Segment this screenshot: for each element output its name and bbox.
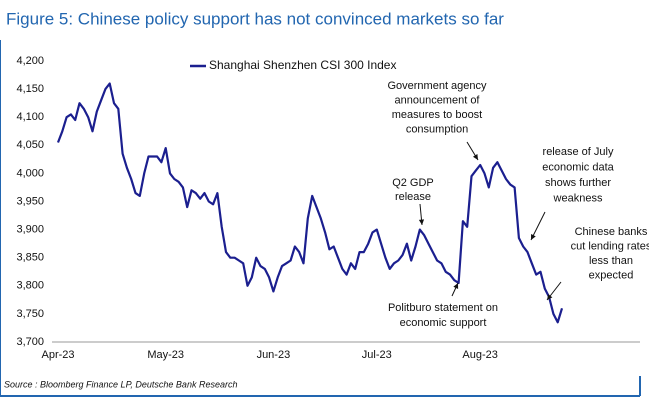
y-tick-label: 3,850 <box>16 252 44 264</box>
arrow-head <box>547 294 553 300</box>
x-tick-label: Aug-23 <box>462 349 497 361</box>
x-tick-label: May-23 <box>147 349 184 361</box>
y-tick-label: 4,200 <box>16 55 44 67</box>
x-tick-label: Jul-23 <box>362 349 392 361</box>
annotation-text: cut lending rates <box>571 240 649 252</box>
annotation-text: weakness <box>553 192 603 204</box>
series-line <box>56 82 564 324</box>
annotation-text: Q2 GDP <box>392 177 434 189</box>
source: Source : Bloomberg Finance LP, Deutsche … <box>4 379 237 389</box>
x-tick-label: Apr-23 <box>41 349 74 361</box>
y-tick-label: 3,900 <box>16 224 44 236</box>
annotation-text: Government agency <box>387 80 487 92</box>
arrow-head <box>453 283 459 289</box>
y-tick-label: 3,950 <box>16 195 44 207</box>
annotation-text: measures to boost <box>392 109 483 121</box>
annotation-text: Politburo statement on <box>388 302 498 314</box>
annotation-text: Chinese banks <box>575 226 648 238</box>
x-tick-label: Jun-23 <box>257 349 291 361</box>
y-tick-label: 4,150 <box>16 83 44 95</box>
y-tick-label: 3,800 <box>16 280 44 292</box>
annotation-text: consumption <box>406 123 468 135</box>
arrow-head <box>418 219 425 225</box>
y-tick-label: 4,050 <box>16 139 44 151</box>
y-tick-label: 4,000 <box>16 167 44 179</box>
chart-title: Figure 5: Chinese policy support has not… <box>6 9 504 28</box>
legend-label: Shanghai Shenzhen CSI 300 Index <box>209 58 396 72</box>
annotation-text: shows further <box>545 177 611 189</box>
annotation-text: release <box>395 191 431 203</box>
annotation-text: release of July <box>543 146 614 158</box>
annotation-text: expected <box>589 269 634 281</box>
annotation-text: announcement of <box>394 94 480 106</box>
y-tick-label: 3,700 <box>16 336 44 348</box>
annotation-text: economic support <box>400 317 487 329</box>
y-tick-label: 4,100 <box>16 111 44 123</box>
arrow-head <box>472 154 478 160</box>
annotation-text: economic data <box>542 161 614 173</box>
annotation-text: less than <box>589 255 633 267</box>
arrow-head <box>531 234 536 240</box>
y-tick-label: 3,750 <box>16 308 44 320</box>
